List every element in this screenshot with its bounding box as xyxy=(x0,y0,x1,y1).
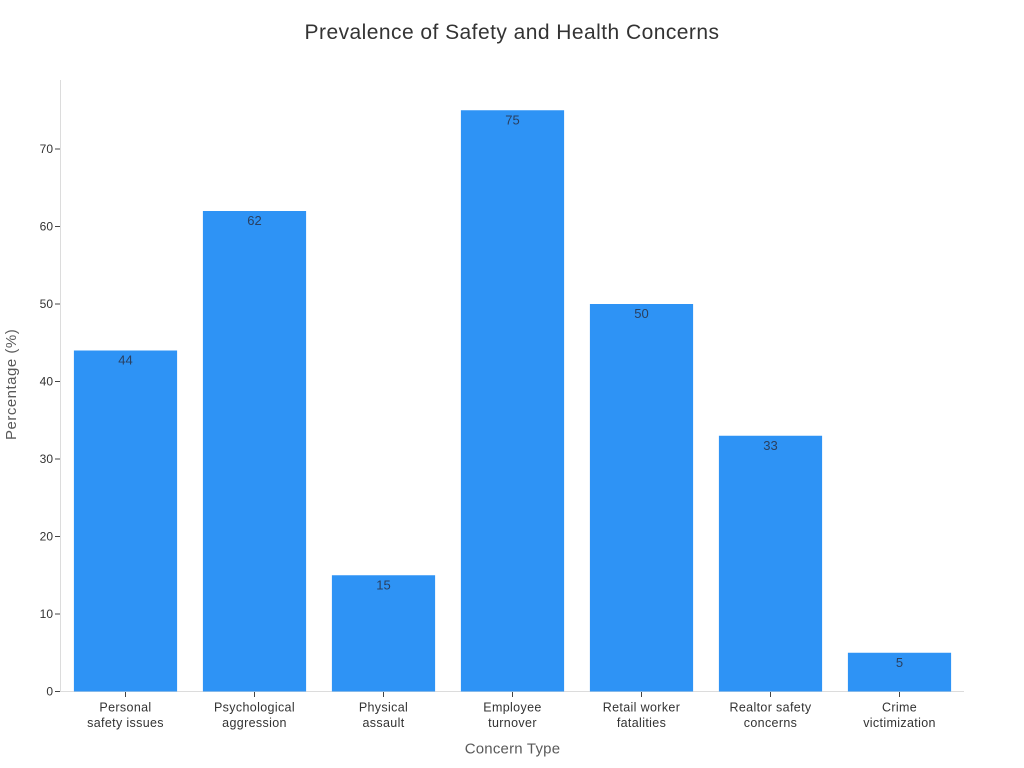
svg-text:20: 20 xyxy=(40,530,54,544)
svg-text:aggression: aggression xyxy=(222,716,287,730)
svg-text:fatalities: fatalities xyxy=(617,716,666,730)
svg-text:Psychological: Psychological xyxy=(214,701,295,715)
svg-text:Employee: Employee xyxy=(483,701,541,715)
svg-text:62: 62 xyxy=(247,213,261,228)
svg-text:Concern Type: Concern Type xyxy=(465,741,561,758)
svg-text:40: 40 xyxy=(40,375,54,389)
svg-text:Retail worker: Retail worker xyxy=(603,701,681,715)
svg-text:assault: assault xyxy=(362,716,404,730)
svg-text:70: 70 xyxy=(40,142,54,156)
svg-text:60: 60 xyxy=(40,220,54,234)
svg-text:Physical: Physical xyxy=(359,701,408,715)
svg-text:turnover: turnover xyxy=(488,716,537,730)
svg-text:Prevalence of Safety and Healt: Prevalence of Safety and Health Concerns xyxy=(305,21,720,44)
svg-text:44: 44 xyxy=(118,353,132,368)
svg-text:Personal: Personal xyxy=(99,701,151,715)
svg-text:Realtor safety: Realtor safety xyxy=(729,701,811,715)
svg-text:30: 30 xyxy=(40,452,54,466)
svg-text:safety issues: safety issues xyxy=(87,716,164,730)
svg-text:15: 15 xyxy=(376,577,390,592)
svg-text:10: 10 xyxy=(40,607,54,621)
svg-text:75: 75 xyxy=(505,112,519,127)
svg-text:concerns: concerns xyxy=(744,716,798,730)
svg-text:Percentage (%): Percentage (%) xyxy=(3,329,20,440)
svg-text:0: 0 xyxy=(46,685,53,699)
svg-text:victimization: victimization xyxy=(863,716,936,730)
svg-text:33: 33 xyxy=(763,438,777,453)
svg-text:5: 5 xyxy=(896,655,903,670)
svg-text:Crime: Crime xyxy=(882,701,917,715)
svg-text:50: 50 xyxy=(634,306,648,321)
svg-text:50: 50 xyxy=(40,297,54,311)
